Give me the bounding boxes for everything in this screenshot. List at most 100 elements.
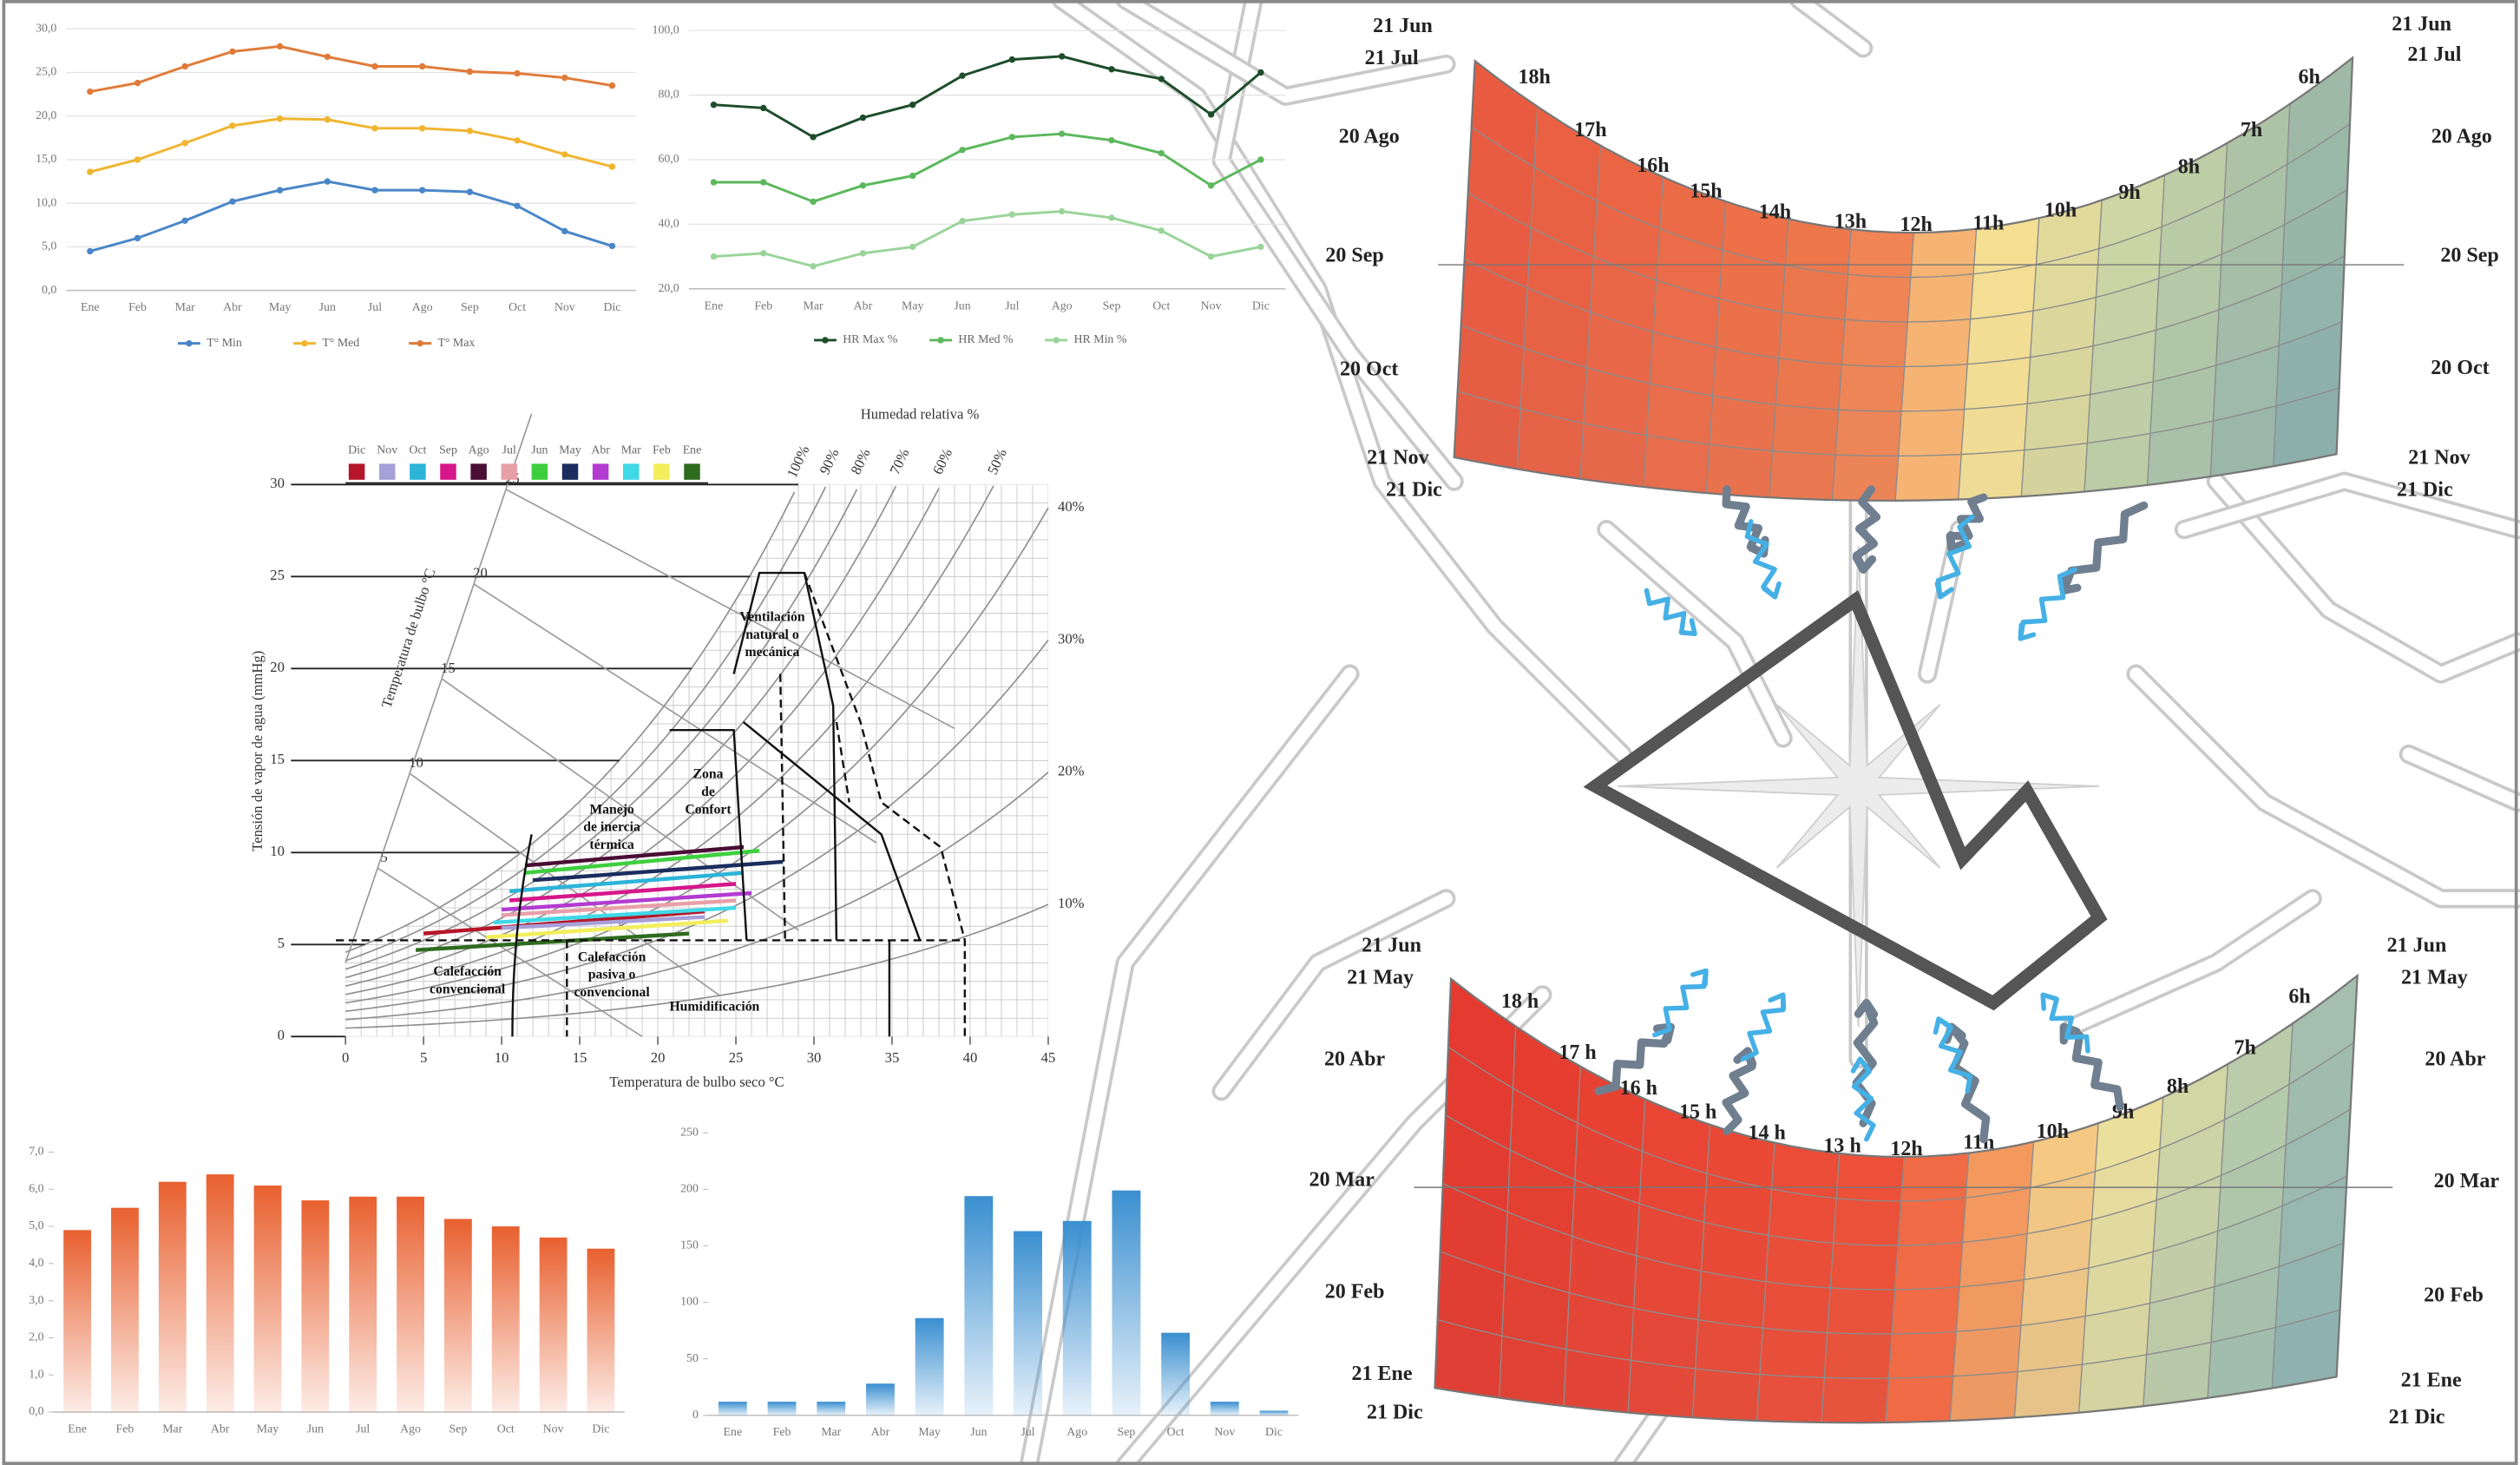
- x-tick-label: Jun: [954, 299, 970, 312]
- bar: [397, 1196, 424, 1412]
- date-label: 20 Abr: [1324, 1048, 1385, 1071]
- sun-path-cell: [2013, 1363, 2084, 1419]
- sun-path-cell: [1894, 453, 1962, 502]
- month-line: [509, 882, 737, 903]
- y-tick-label: 6,0: [29, 1181, 43, 1194]
- legend-label: HR Max %: [843, 332, 898, 345]
- flow-arrow: [1644, 588, 1697, 637]
- y-tick-label: 40,0: [658, 217, 679, 230]
- map-road: [2065, 891, 2320, 1034]
- data-point: [181, 140, 188, 147]
- data-point: [859, 250, 867, 257]
- bar: [349, 1196, 377, 1412]
- y-tick-label: 30: [270, 475, 285, 491]
- month-line: [416, 931, 690, 952]
- legend-swatch: [417, 339, 423, 347]
- sun-path-cell: [1952, 1324, 2022, 1377]
- zone-outline: [669, 729, 748, 941]
- y-tick-label: 25,0: [36, 65, 56, 78]
- date-label: 20 Abr: [2425, 1048, 2485, 1071]
- x-tick-label: Abr: [871, 1425, 890, 1438]
- zone-outline: [778, 673, 850, 941]
- map-road: [2402, 747, 2520, 809]
- legend-swatch: [1053, 337, 1060, 344]
- zone-label: Confort: [685, 802, 732, 817]
- flow-arrow: [1744, 519, 1782, 600]
- x-tick-label: Abr: [211, 1422, 230, 1435]
- bar: [1062, 1220, 1092, 1416]
- x-tick-label: Ene: [724, 1425, 743, 1438]
- hour-label: 7h: [2241, 119, 2262, 141]
- data-point: [324, 116, 331, 123]
- x-tick-label: 5: [420, 1049, 427, 1066]
- sun-path-cell: [1827, 1287, 1896, 1335]
- sun-path-cell: [2084, 432, 2151, 493]
- data-point: [1008, 134, 1016, 141]
- sun-path-cell: [1834, 409, 1902, 457]
- y-tick-label: 200: [680, 1182, 699, 1195]
- legend-label: T° Max: [437, 336, 475, 349]
- legend-swatch: [348, 463, 365, 480]
- bar: [865, 1383, 895, 1416]
- y-axis-label: Tensión de vapor de agua (mmHg): [249, 651, 266, 851]
- x-tick-label: Nov: [555, 300, 575, 313]
- sun-path-cell: [1838, 364, 1906, 412]
- data-point: [1207, 111, 1215, 118]
- legend-label: T° Med: [322, 336, 359, 349]
- bar: [206, 1174, 234, 1412]
- content: 0,0 5,0 10,0 15,0 20,0 25,0 30,0 Ene Feb Mar Abr Ma…: [29, 13, 2499, 1438]
- x-tick-label: Sep: [449, 1422, 467, 1435]
- zone-label: Ventilación: [739, 609, 805, 624]
- x-tick-label: Mar: [175, 300, 195, 313]
- sun-path-cell: [1768, 1188, 1837, 1245]
- sun-path-cell: [1775, 357, 1843, 411]
- sun-path-cell: [1891, 1286, 1960, 1335]
- y-tick-label: 0: [692, 1408, 699, 1421]
- date-label: 21 Nov: [2408, 446, 2471, 469]
- data-point: [324, 53, 331, 61]
- legend-swatch: [186, 339, 193, 347]
- hour-label: 10h: [2037, 1120, 2069, 1143]
- month-line: [524, 849, 760, 875]
- sun-path-cell: [1949, 1370, 2018, 1422]
- sun-path-outline: [1434, 973, 2359, 1424]
- bar: [301, 1200, 330, 1412]
- legend-label: Ago: [469, 443, 489, 457]
- map-road: [1022, 667, 1356, 1465]
- data-point: [608, 82, 616, 89]
- x-tick-label: May: [257, 1422, 279, 1435]
- x-axis-label: Temperatura de bulbo seco °C: [609, 1074, 784, 1090]
- flow-arrow: [1934, 514, 1975, 600]
- sun-path-cell: [1759, 1327, 1828, 1379]
- wet-bulb-line: [441, 678, 799, 931]
- hour-label: 12h: [1890, 1138, 1922, 1160]
- data-point: [561, 74, 568, 82]
- data-point: [1207, 182, 1215, 189]
- y-tick-label: 15: [270, 751, 285, 767]
- data-point: [418, 187, 426, 194]
- y-tick-label: 5,0: [29, 1219, 43, 1232]
- y-tick-label: 1,0: [29, 1367, 43, 1380]
- hour-label: 18h: [1518, 66, 1550, 89]
- legend-swatch: [410, 463, 426, 480]
- x-tick-label: 15: [573, 1049, 587, 1066]
- y-tick-label: 5,0: [42, 240, 56, 253]
- sun-path-cell: [2017, 1315, 2086, 1373]
- rh-label: 40%: [1058, 498, 1085, 515]
- rh-label: 20%: [1058, 763, 1085, 779]
- sun-path-cell: [1705, 443, 1774, 498]
- bar: [915, 1317, 944, 1416]
- date-label: 20 Mar: [1309, 1168, 1375, 1191]
- data-point: [1108, 66, 1115, 73]
- legend-swatch: [684, 463, 700, 480]
- data-point: [514, 69, 521, 77]
- sun-path-cell: [1695, 1319, 1764, 1376]
- data-point: [134, 156, 141, 163]
- bar: [1259, 1410, 1289, 1416]
- compass-star: [1618, 545, 2099, 1028]
- legend-label: HR Med %: [958, 332, 1014, 345]
- zone-label: Humidificación: [669, 1000, 759, 1015]
- x-tick-label: Abr: [223, 300, 242, 313]
